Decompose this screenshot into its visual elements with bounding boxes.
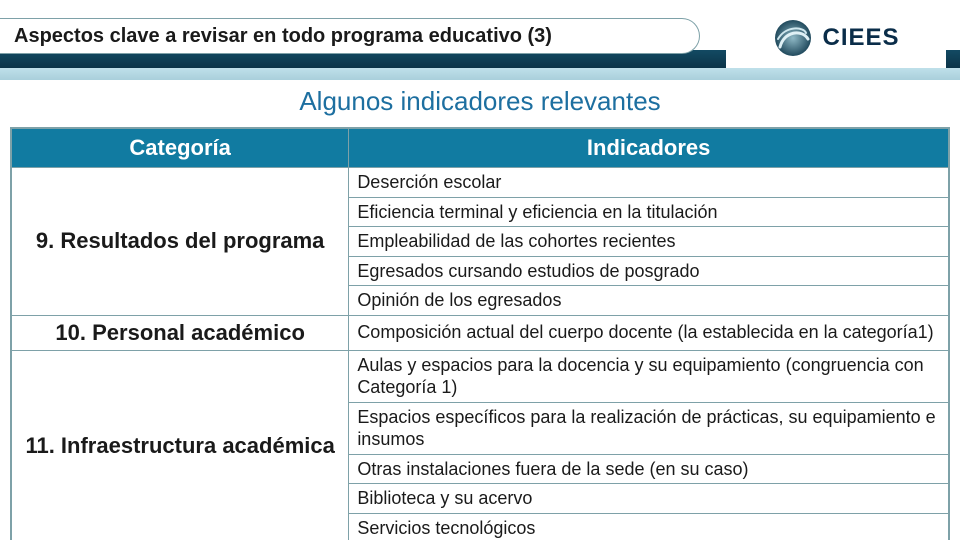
category-cell: 9. Resultados del programa xyxy=(12,168,349,316)
indicator-cell: Espacios específicos para la realización… xyxy=(349,402,949,454)
indicator-cell: Aulas y espacios para la docencia y su e… xyxy=(349,350,949,402)
indicator-cell: Biblioteca y su acervo xyxy=(349,484,949,514)
logo-text: CIEES xyxy=(822,24,899,52)
table-header-row: Categoría Indicadores xyxy=(12,129,949,168)
col-header-categoria: Categoría xyxy=(12,129,349,168)
logo-swirl-icon xyxy=(772,17,814,59)
subtitle: Algunos indicadores relevantes xyxy=(0,86,960,117)
indicator-cell: Servicios tecnológicos xyxy=(349,513,949,540)
table-row: 9. Resultados del programa Deserción esc… xyxy=(12,168,949,198)
page-title: Aspectos clave a revisar en todo program… xyxy=(0,18,700,54)
indicator-cell: Eficiencia terminal y eficiencia en la t… xyxy=(349,197,949,227)
category-cell: 10. Personal académico xyxy=(12,315,349,350)
col-header-indicadores: Indicadores xyxy=(349,129,949,168)
indicator-cell: Deserción escolar xyxy=(349,168,949,198)
indicator-cell: Composición actual del cuerpo docente (l… xyxy=(349,315,949,350)
slide: Aspectos clave a revisar en todo program… xyxy=(0,0,960,540)
indicators-table: Categoría Indicadores 9. Resultados del … xyxy=(11,128,949,540)
indicator-cell: Egresados cursando estudios de posgrado xyxy=(349,256,949,286)
indicator-cell: Opinión de los egresados xyxy=(349,286,949,316)
header: Aspectos clave a revisar en todo program… xyxy=(0,0,960,80)
logo: CIEES xyxy=(726,8,946,68)
category-cell: 11. Infraestructura académica xyxy=(12,350,349,540)
indicators-table-wrap: Categoría Indicadores 9. Resultados del … xyxy=(10,127,950,540)
indicator-cell: Otras instalaciones fuera de la sede (en… xyxy=(349,454,949,484)
table-row: 10. Personal académico Composición actua… xyxy=(12,315,949,350)
header-bar-light xyxy=(0,68,960,80)
indicator-cell: Empleabilidad de las cohortes recientes xyxy=(349,227,949,257)
table-row: 11. Infraestructura académica Aulas y es… xyxy=(12,350,949,402)
